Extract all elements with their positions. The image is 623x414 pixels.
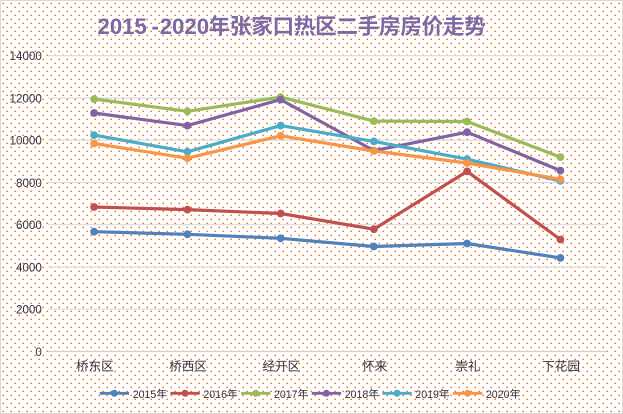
svg-text:2020: 2020 (160, 14, 209, 39)
svg-text:2016: 2016 (203, 389, 227, 401)
svg-text:8000: 8000 (16, 177, 42, 190)
svg-text:14000: 14000 (10, 50, 42, 63)
svg-text:12000: 12000 (10, 92, 42, 105)
svg-text:10000: 10000 (10, 135, 42, 148)
svg-text:2020: 2020 (486, 389, 510, 401)
svg-text:2000: 2000 (16, 304, 42, 317)
svg-text:-: - (152, 14, 159, 39)
svg-text:2015: 2015 (133, 389, 157, 401)
svg-text:2019: 2019 (415, 389, 439, 401)
svg-text:4000: 4000 (16, 261, 42, 274)
svg-text:6000: 6000 (16, 219, 42, 232)
svg-text:2017: 2017 (274, 389, 298, 401)
svg-text:2018: 2018 (345, 389, 369, 401)
svg-text:2015: 2015 (98, 14, 147, 39)
svg-text:0: 0 (35, 346, 41, 359)
